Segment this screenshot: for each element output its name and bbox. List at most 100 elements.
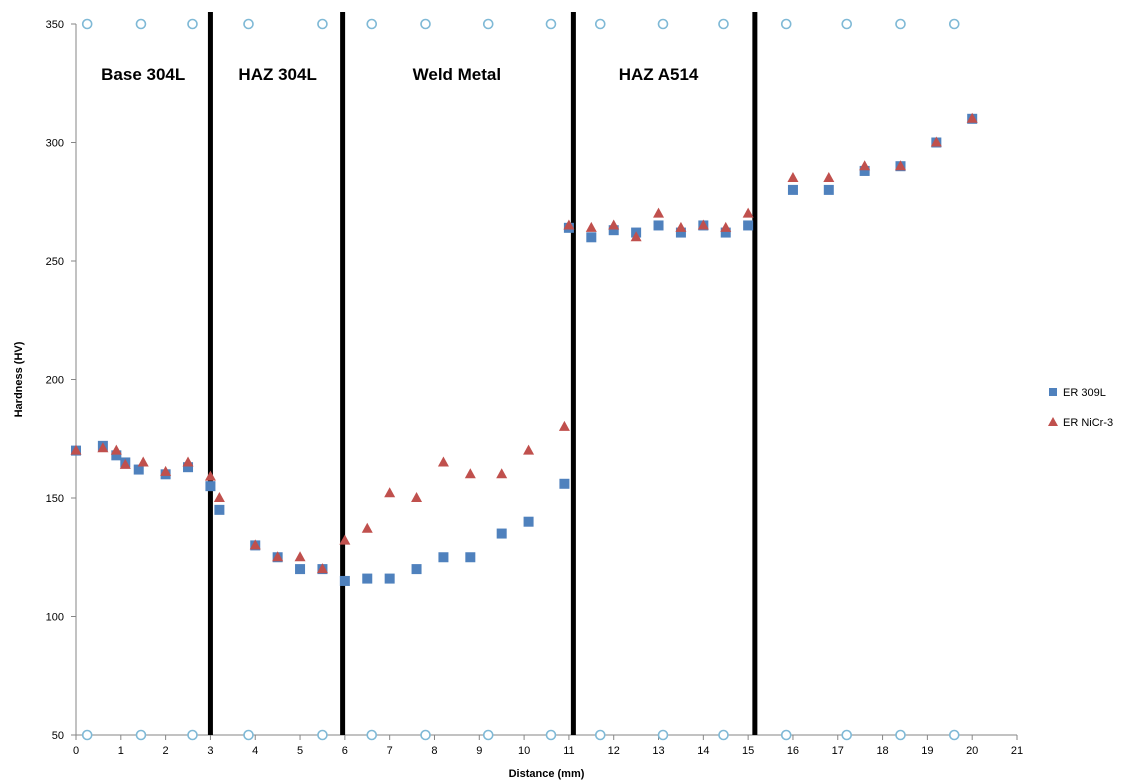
- x-tick-label: 9: [476, 745, 482, 757]
- indent-mark: [948, 18, 960, 30]
- ernicr3-point: [558, 420, 570, 431]
- ernicr3-point: [249, 539, 261, 550]
- er309l-point: [411, 564, 422, 575]
- x-tick-label: 7: [387, 745, 393, 757]
- x-tick-label: 0: [73, 745, 79, 757]
- ernicr3-point: [411, 492, 423, 502]
- y-tick-label: 350: [46, 19, 64, 31]
- ernicr3-point: [966, 112, 978, 123]
- er309l-point: [586, 232, 597, 243]
- indent-mark: [545, 18, 557, 30]
- er309l-point: [823, 184, 834, 195]
- indent-mark: [420, 729, 431, 741]
- indent-mark: [841, 18, 853, 30]
- indent-mark: [135, 18, 147, 30]
- x-tick-label: 12: [608, 745, 620, 757]
- indent-mark: [657, 729, 669, 741]
- indent-mark: [895, 729, 906, 741]
- indent-mark: [482, 18, 494, 30]
- region-label: HAZ A514: [619, 65, 699, 84]
- indent-mark: [841, 729, 853, 741]
- indent-mark: [780, 18, 792, 30]
- x-tick-label: 6: [342, 745, 348, 757]
- y-ticks: 50 100 150 200 250 300 350: [46, 19, 76, 742]
- ernicr3-point: [294, 551, 306, 562]
- ernicr3-point: [119, 458, 131, 469]
- ernicr3-point: [742, 207, 754, 218]
- ernicr3-point: [608, 219, 620, 230]
- ernicr3-point: [70, 444, 82, 455]
- indent-mark: [718, 729, 729, 741]
- x-tick-label: 15: [742, 745, 754, 757]
- indent-mark: [366, 729, 378, 741]
- er309l-point: [384, 573, 395, 584]
- legend-marker-square: [1049, 388, 1057, 396]
- er309l-point: [720, 227, 731, 238]
- x-tick-label: 1: [118, 745, 124, 757]
- ernicr3-point: [720, 221, 732, 232]
- er309l-point: [559, 478, 570, 489]
- x-tick-label: 8: [431, 745, 437, 757]
- ernicr3-point: [630, 231, 642, 242]
- er309l-point: [608, 225, 619, 236]
- indent-mark: [948, 729, 960, 741]
- indent-mark: [81, 18, 93, 30]
- y-tick-label: 150: [46, 493, 64, 505]
- ernicr3-point: [272, 551, 284, 562]
- ernicr3-point: [182, 456, 194, 467]
- region-label: Base 304L: [101, 65, 185, 84]
- er309l-point: [438, 552, 449, 563]
- x-tick-label: 18: [876, 745, 888, 757]
- er309l-point: [205, 481, 216, 492]
- indent-mark: [243, 18, 254, 30]
- x-tick-label: 17: [832, 745, 844, 757]
- er309l-point: [523, 516, 534, 527]
- ernicr3-point: [204, 470, 216, 481]
- region-boundaries: [207, 12, 758, 735]
- axes: [75, 24, 1017, 736]
- er309l-point: [133, 464, 144, 475]
- x-tick-label: 16: [787, 745, 799, 757]
- indent-mark: [187, 18, 198, 30]
- x-tick-label: 10: [518, 745, 530, 757]
- indent-mark: [420, 18, 431, 30]
- er309l-point: [111, 450, 122, 461]
- region-labels: Base 304L HAZ 304L Weld Metal HAZ A514: [101, 65, 699, 84]
- region-label: HAZ 304L: [238, 65, 316, 84]
- er309l-point: [743, 220, 754, 231]
- er309l-point: [653, 220, 664, 231]
- indent-mark: [718, 18, 729, 30]
- ernicr3-point: [823, 172, 835, 183]
- er309l-point: [787, 184, 798, 195]
- x-tick-label: 3: [207, 745, 213, 757]
- series-layer: [70, 112, 978, 586]
- er309l-point: [339, 575, 350, 586]
- y-tick-label: 200: [46, 375, 64, 387]
- ernicr3-point: [384, 487, 396, 498]
- x-tick-label: 21: [1011, 745, 1023, 757]
- indent-mark: [594, 18, 606, 30]
- x-tick-label: 5: [297, 745, 303, 757]
- indent-mark: [366, 18, 378, 30]
- indent-mark: [243, 729, 254, 741]
- er309l-point: [675, 227, 686, 238]
- indent-mark: [780, 729, 792, 741]
- ernicr3-point: [437, 456, 449, 467]
- ernicr3-point: [563, 219, 575, 230]
- ernicr3-point: [894, 160, 906, 171]
- ernicr3-point: [316, 563, 328, 574]
- ernicr3-point: [361, 522, 373, 533]
- ernicr3-point: [213, 492, 225, 502]
- ernicr3-point: [859, 160, 871, 171]
- y-tick-label: 50: [52, 730, 64, 742]
- legend: ER 309L ER NiCr-3: [1048, 387, 1113, 429]
- indent-mark: [482, 729, 494, 741]
- indent-mark: [895, 18, 906, 30]
- indent-mark: [81, 729, 93, 741]
- ernicr3-point: [97, 442, 109, 453]
- ernicr3-point: [160, 465, 172, 476]
- indent-mark: [317, 18, 328, 30]
- indent-mark: [135, 729, 147, 741]
- ernicr3-point: [653, 207, 665, 218]
- indent-marks: [81, 18, 960, 741]
